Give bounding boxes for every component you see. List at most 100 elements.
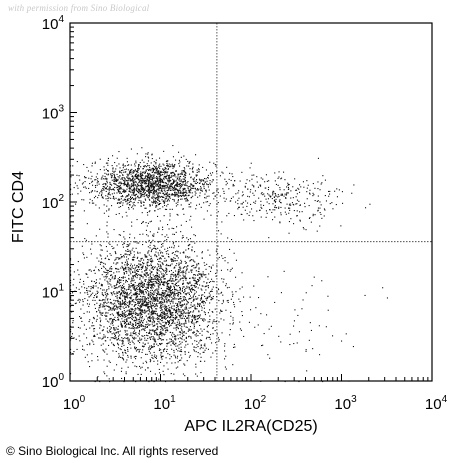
scatter-point	[149, 279, 151, 281]
scatter-point	[211, 298, 213, 300]
scatter-point	[169, 309, 171, 311]
scatter-point	[154, 177, 156, 179]
scatter-point	[129, 243, 131, 245]
scatter-point	[122, 244, 124, 246]
scatter-point	[177, 201, 179, 203]
scatter-point	[165, 322, 167, 324]
scatter-point	[119, 291, 121, 293]
scatter-point	[129, 204, 131, 206]
scatter-point	[177, 305, 179, 307]
scatter-point	[205, 189, 207, 191]
scatter-point	[155, 303, 157, 305]
scatter-point	[195, 175, 197, 177]
scatter-point	[174, 194, 176, 196]
scatter-point	[168, 283, 170, 285]
scatter-point	[170, 275, 172, 277]
scatter-point	[178, 301, 180, 303]
scatter-point	[151, 285, 153, 287]
scatter-point	[108, 189, 110, 191]
scatter-point	[153, 298, 155, 300]
scatter-point	[153, 189, 155, 191]
scatter-point	[185, 326, 187, 328]
scatter-point	[147, 246, 149, 248]
scatter-point	[182, 287, 184, 289]
scatter-point	[146, 326, 148, 328]
scatter-point	[175, 180, 177, 182]
scatter-point	[135, 175, 137, 177]
scatter-point	[151, 356, 153, 358]
scatter-point	[138, 332, 140, 334]
scatter-point	[152, 191, 154, 193]
scatter-point	[158, 276, 160, 278]
scatter-point	[175, 265, 177, 267]
scatter-point	[153, 201, 155, 203]
scatter-point	[147, 342, 149, 344]
scatter-point	[117, 325, 119, 327]
scatter-point	[89, 198, 91, 200]
scatter-point	[177, 294, 179, 296]
scatter-point	[157, 275, 159, 277]
scatter-point	[96, 296, 98, 298]
scatter-point	[193, 264, 195, 266]
scatter-point	[115, 337, 117, 339]
scatter-point	[193, 184, 195, 186]
scatter-point	[129, 321, 131, 323]
scatter-point	[95, 204, 97, 206]
scatter-point	[183, 331, 185, 333]
scatter-point	[156, 299, 158, 301]
scatter-point	[158, 285, 160, 287]
scatter-point	[179, 287, 181, 289]
scatter-point	[94, 307, 96, 309]
scatter-point	[193, 350, 195, 352]
scatter-point	[198, 271, 200, 273]
scatter-point	[97, 180, 99, 182]
scatter-point	[122, 342, 124, 344]
scatter-point	[198, 280, 200, 282]
scatter-point	[184, 353, 186, 355]
scatter-point	[127, 314, 129, 316]
scatter-point	[134, 199, 136, 201]
scatter-point	[148, 277, 150, 279]
scatter-point	[193, 327, 195, 329]
scatter-point	[183, 251, 185, 253]
scatter-point	[132, 284, 134, 286]
scatter-point	[177, 199, 179, 201]
scatter-point	[151, 346, 153, 348]
scatter-point	[130, 269, 132, 271]
scatter-point	[173, 233, 175, 235]
scatter-point	[164, 308, 166, 310]
scatter-point	[117, 301, 119, 303]
scatter-point	[186, 300, 188, 302]
scatter-point	[122, 300, 124, 302]
scatter-point	[183, 339, 185, 341]
scatter-point	[209, 315, 211, 317]
scatter-point	[112, 350, 114, 352]
scatter-point	[163, 295, 165, 297]
scatter-point	[126, 310, 128, 312]
scatter-point	[179, 302, 181, 304]
scatter-point	[170, 259, 172, 261]
scatter-point	[92, 317, 94, 319]
scatter-point	[120, 289, 122, 291]
scatter-point	[184, 168, 186, 170]
scatter-point	[72, 353, 74, 355]
scatter-point	[118, 331, 120, 333]
scatter-point	[130, 251, 132, 253]
scatter-point	[149, 302, 151, 304]
scatter-point	[115, 168, 117, 170]
scatter-point	[172, 198, 174, 200]
scatter-point	[221, 310, 223, 312]
scatter-point	[168, 287, 170, 289]
scatter-point	[168, 175, 170, 177]
scatter-point	[130, 197, 132, 199]
scatter-point	[150, 303, 152, 305]
scatter-point	[168, 187, 170, 189]
scatter-point	[147, 174, 149, 176]
scatter-point	[113, 327, 115, 329]
scatter-point	[168, 163, 170, 165]
scatter-point	[136, 183, 138, 185]
scatter-point	[199, 299, 201, 301]
scatter-point	[132, 205, 134, 207]
scatter-point	[149, 272, 151, 274]
scatter-point	[106, 330, 108, 332]
